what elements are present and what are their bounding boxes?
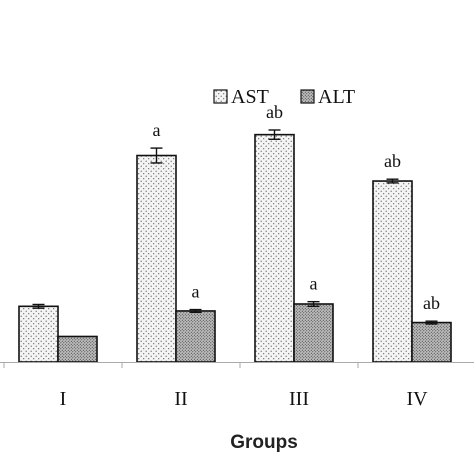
significance-label-alt-III: a [310, 274, 318, 294]
x-axis-label: Groups [230, 432, 298, 453]
bar-ast-II [136, 154, 177, 363]
significance-label-alt-II: a [192, 282, 200, 302]
x-tick-label-I: I [60, 388, 67, 410]
significance-label-ast-III: ab [266, 102, 283, 122]
bar-ast-I [18, 305, 59, 363]
bar-alt-III [293, 303, 334, 363]
legend-swatch-alt [300, 89, 315, 104]
bar-alt-I [57, 335, 98, 363]
significance-label-ast-IV: ab [384, 151, 401, 171]
legend: AST ALT [213, 86, 355, 108]
bar-alt-IV [411, 321, 452, 363]
bar-alt-II [175, 310, 216, 363]
x-tick-label-III: III [289, 388, 309, 410]
bar-ast-IV [372, 180, 413, 363]
legend-swatch-ast [213, 89, 228, 104]
significance-label-alt-IV: ab [423, 293, 440, 313]
legend-label-alt: ALT [318, 86, 355, 108]
plot-area: a a ab a ab ab [18, 102, 452, 363]
x-axis: I II III IV [0, 362, 474, 410]
bar-ast-III [254, 133, 295, 363]
significance-label-ast-II: a [153, 120, 161, 140]
x-tick-label-IV: IV [406, 388, 428, 410]
legend-label-ast: AST [231, 86, 269, 108]
x-tick-label-II: II [174, 388, 187, 410]
